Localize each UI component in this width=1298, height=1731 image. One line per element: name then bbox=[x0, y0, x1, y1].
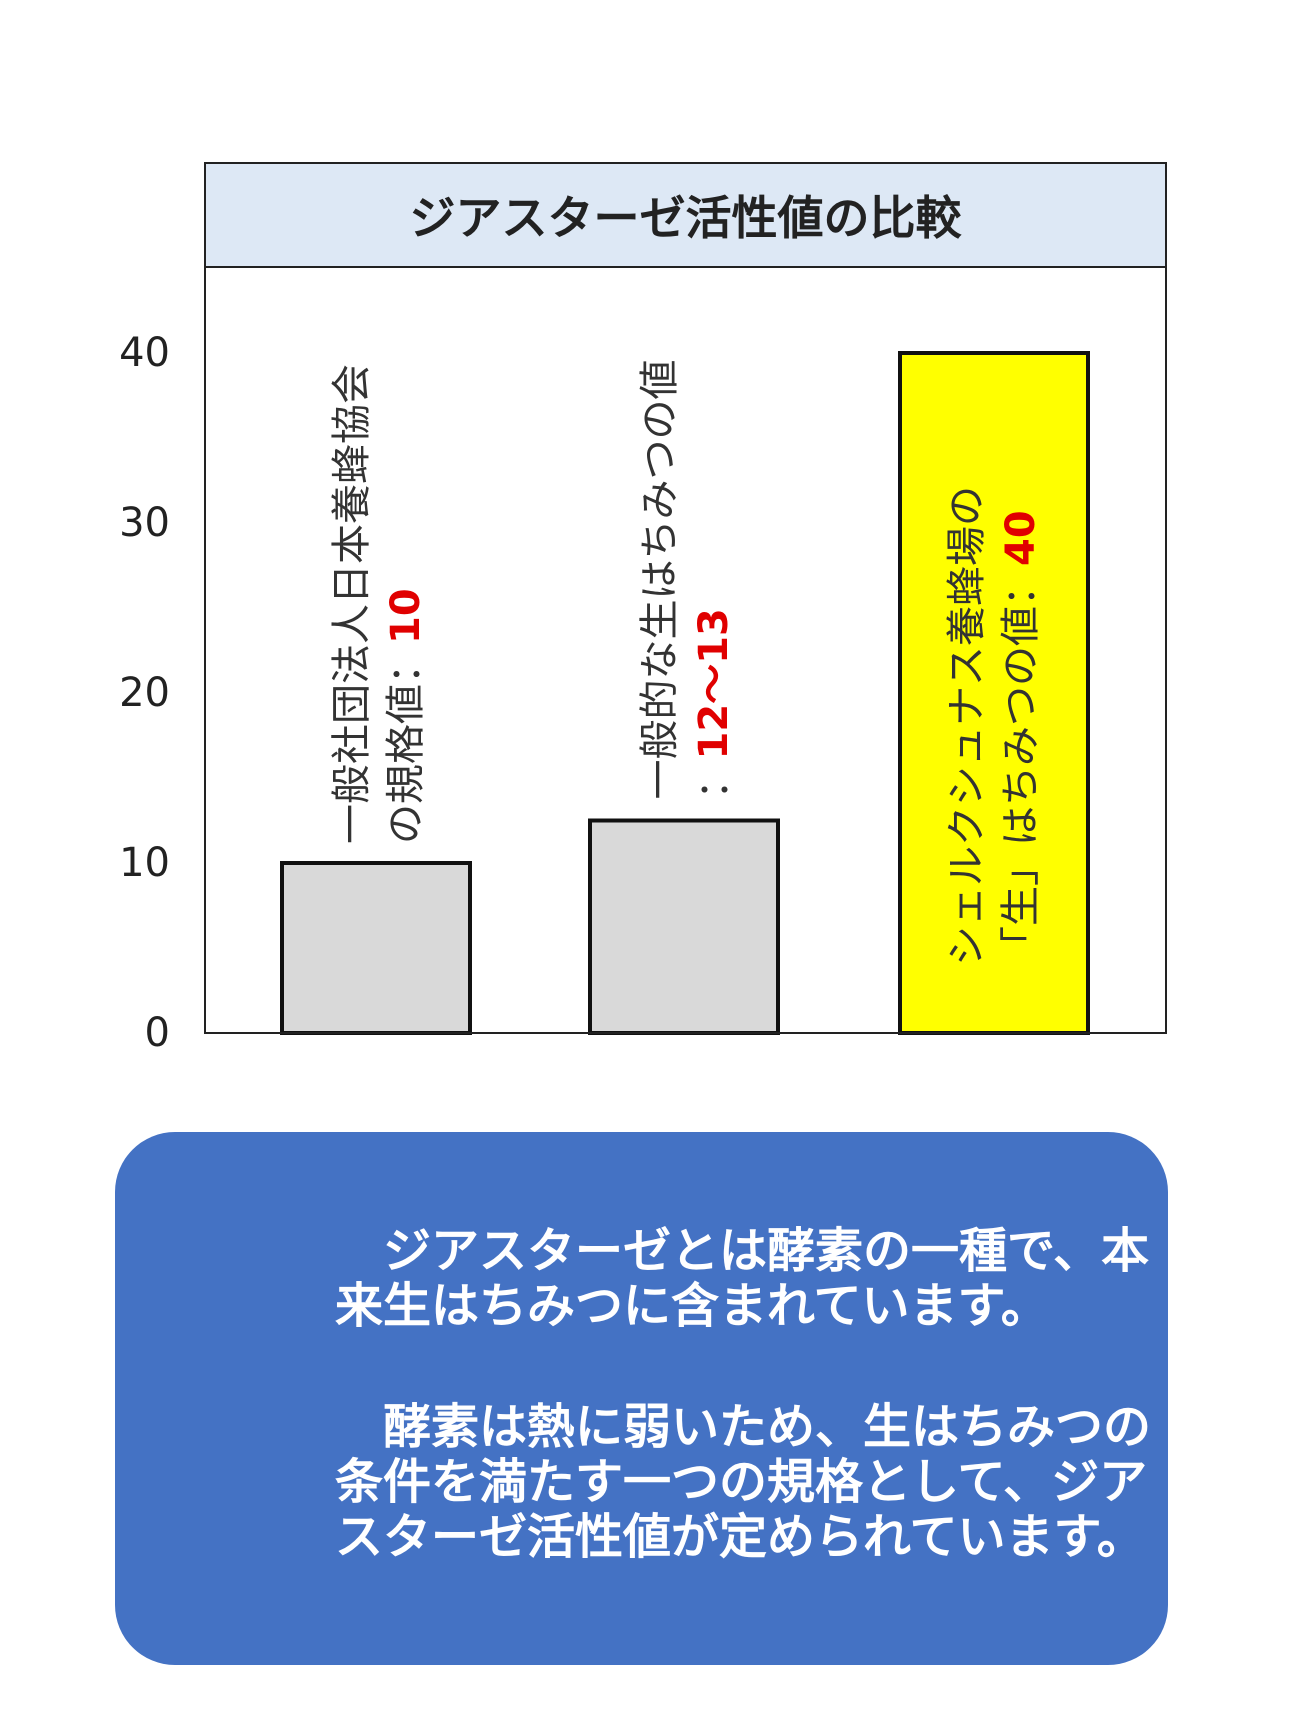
info-paragraph-2: 酵素は熱に弱いため、生はちみつの条件を満たす一つの規格として、ジアスターゼ活性値… bbox=[335, 1399, 1152, 1565]
bar-label-1: 一般社団法人日本養蜂協会 の規格値：10 bbox=[325, 304, 433, 844]
y-tick-label: 40 bbox=[119, 330, 170, 376]
bar-1 bbox=[280, 861, 472, 1035]
bar-label-2-value: 12〜13 bbox=[691, 608, 737, 760]
bar-label-1-line1: 一般社団法人日本養蜂協会 bbox=[329, 364, 375, 844]
bar-label-1-value: 10 bbox=[383, 588, 429, 644]
bar-label-2-line1: 一般的な生はちみつの値 bbox=[637, 359, 683, 800]
chart-title: ジアスターゼ活性値の比較 bbox=[204, 162, 1167, 268]
y-tick-label: 0 bbox=[144, 1010, 170, 1056]
bar-label-3-line2: 「生」はちみつの値： bbox=[998, 566, 1044, 966]
bar-chart: ジアスターゼ活性値の比較 0 10 20 30 40 一般社団法人日本養蜂協会 の規格値… bbox=[119, 162, 1167, 1056]
bar-label-1-line2: の規格値： bbox=[383, 644, 429, 844]
bar-3 bbox=[898, 351, 1090, 1035]
bar-label-3-value: 40 bbox=[998, 510, 1044, 566]
bar-label-3: シェルクシュナス養蜂場の 「生」はちみつの値：40 bbox=[940, 426, 1048, 966]
bar-label-2: 一般的な生はちみつの値 ：12〜13 bbox=[633, 305, 741, 800]
y-tick-label: 20 bbox=[119, 670, 170, 716]
y-tick-label: 10 bbox=[119, 840, 170, 886]
info-box: ジアスターゼとは酵素の一種で、本来生はちみつに含まれています。 酵素は熱に弱いた… bbox=[115, 1132, 1168, 1665]
bar-2 bbox=[588, 818, 780, 1035]
y-tick-label: 30 bbox=[119, 500, 170, 546]
info-paragraph-1: ジアスターゼとは酵素の一種で、本来生はちみつに含まれています。 bbox=[335, 1223, 1150, 1334]
bar-label-2-line2: ： bbox=[691, 759, 737, 800]
bars bbox=[204, 351, 1167, 1035]
bar-label-3-line1: シェルクシュナス養蜂場の bbox=[944, 486, 990, 966]
